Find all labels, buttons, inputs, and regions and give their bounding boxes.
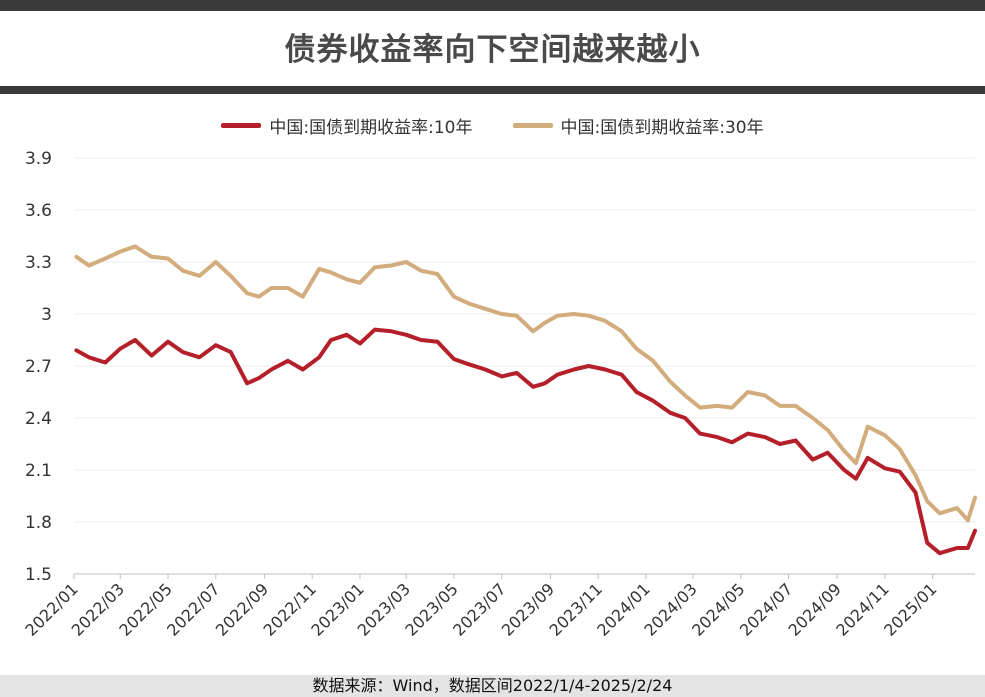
x-tick-label: 2025/01 [880,579,940,639]
series-line-30y [74,244,977,523]
legend-label-30y: 中国:国债到期收益率:30年 [560,117,764,138]
legend-item-30y: 中国:国债到期收益率:30年 [512,113,764,138]
y-tick-label: 1.5 [25,565,52,585]
series-lines [74,244,977,556]
source-footer: 数据来源：Wind，数据区间2022/1/4-2025/2/24 [0,675,985,697]
top-bar [0,0,985,11]
legend-item-10y: 中国:国债到期收益率:10年 [221,113,473,138]
x-axis-ticks: 2022/012022/032022/052022/072022/092022/… [21,574,941,640]
x-tick-label: 2024/07 [736,579,796,639]
y-tick-label: 2.4 [25,409,52,429]
y-tick-label: 3.9 [25,149,52,169]
y-tick-label: 1.8 [25,513,52,533]
gridlines [74,157,975,523]
legend: 中国:国债到期收益率:10年 中国:国债到期收益率:30年 [0,112,985,138]
y-axis-ticks: 1.5 1.8 2.1 2.4 2.7 3 3.3 3.6 3.9 [25,149,52,585]
legend-swatch-30y [512,122,553,128]
legend-swatch-10y [221,122,262,128]
legend-label-10y: 中国:国债到期收益率:10年 [269,117,473,138]
title-rule [0,86,985,94]
line-chart: 1.5 1.8 2.1 2.4 2.7 3 3.3 3.6 3.9 2022/012022/03… [21,149,977,640]
y-tick-label: 2.1 [25,461,52,481]
chart-title: 债券收益率向下空间越来越小 [284,32,701,68]
y-tick-label: 2.7 [25,357,52,377]
series-line-10y [74,327,977,556]
x-tick-label: 2022/07 [163,579,223,639]
x-tick-label: 2023/07 [449,579,509,639]
y-tick-label: 3.3 [25,253,52,273]
y-tick-label: 3 [41,305,52,325]
y-tick-label: 3.6 [25,201,52,221]
